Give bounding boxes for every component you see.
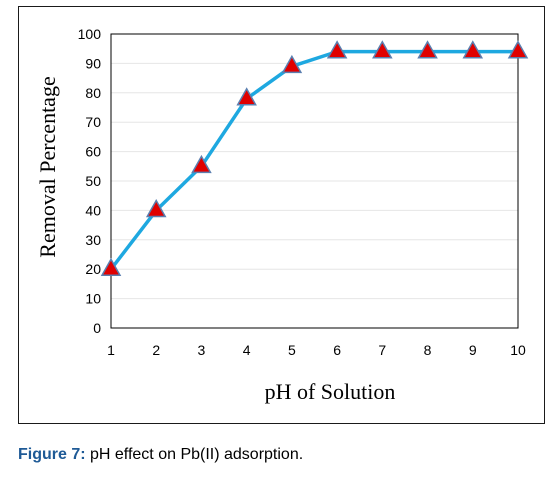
data-markers: [100, 40, 529, 277]
x-tick-label-2: 2: [152, 342, 160, 358]
x-tick-label-1: 1: [107, 342, 115, 358]
y-tick-label-60: 60: [85, 144, 101, 160]
data-point-10: [507, 40, 529, 59]
series-line-0: [109, 49, 518, 271]
data-point-1: [100, 257, 122, 277]
data-point-7: [372, 40, 393, 59]
series-line: [109, 49, 518, 271]
x-tick-label-7: 7: [378, 342, 386, 358]
y-tick-label-50: 50: [85, 173, 101, 189]
x-tick-label-9: 9: [469, 342, 477, 358]
x-tick-label-10: 10: [510, 342, 526, 358]
data-point-9: [462, 40, 484, 59]
data-point-8: [417, 40, 438, 59]
line-chart: 0 10 20 30 40 50 60 70 80 90 100 1 2 3 4 5 6 7 8 9 10 pH of…: [35, 26, 529, 404]
y-tick-label-10: 10: [85, 291, 101, 307]
y-tick-label-100: 100: [78, 26, 102, 42]
y-tick-label-80: 80: [85, 85, 101, 101]
y-tick-labels: 0 10 20 30 40 50 60 70 80 90 100: [78, 26, 102, 336]
y-tick-label-0: 0: [93, 320, 101, 336]
data-point-2: [145, 198, 167, 218]
y-tick-label-40: 40: [85, 202, 101, 218]
x-tick-labels: 1 2 3 4 5 6 7 8 9 10: [107, 342, 526, 358]
x-tick-label-5: 5: [288, 342, 296, 358]
x-tick-label-4: 4: [243, 342, 251, 358]
y-tick-label-20: 20: [85, 261, 101, 277]
x-axis-title: pH of Solution: [265, 379, 396, 404]
axes: [110, 33, 519, 329]
caption-text: pH effect on Pb(II) adsorption.: [85, 446, 304, 463]
y-tick-label-90: 90: [85, 55, 101, 71]
figure-caption: Figure 7: pH effect on Pb(II) adsorption…: [18, 446, 303, 464]
x-tick-label-6: 6: [333, 342, 341, 358]
figure-frame: 0 10 20 30 40 50 60 70 80 90 100 1 2 3 4 5 6 7 8 9 10 pH of…: [18, 6, 545, 424]
plot-area-border: [110, 33, 519, 329]
data-point-3: [191, 154, 212, 174]
data-point-6: [326, 40, 348, 59]
y-axis-title: Removal Percentage: [35, 76, 60, 257]
data-point-5: [281, 54, 303, 74]
gridlines: [111, 33, 518, 300]
caption-label: Figure 7:: [18, 446, 86, 463]
x-tick-label-3: 3: [198, 342, 206, 358]
data-point-4: [236, 87, 257, 106]
y-tick-label-70: 70: [85, 114, 101, 130]
x-tick-label-8: 8: [424, 342, 432, 358]
y-tick-label-30: 30: [85, 232, 101, 248]
